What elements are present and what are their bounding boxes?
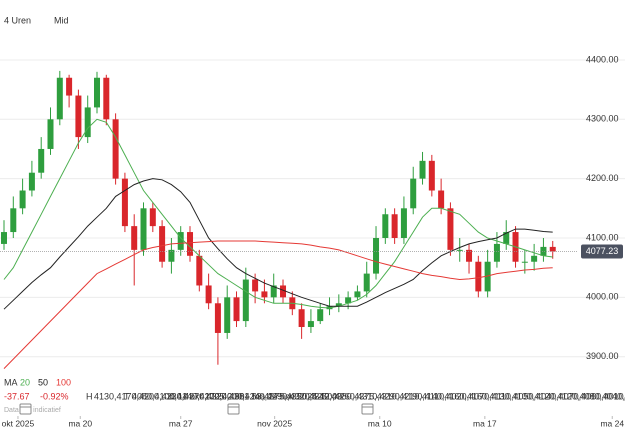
candle-body: [373, 237, 380, 274]
candle-body: [503, 232, 510, 244]
candle-body: [0, 232, 7, 244]
candle-body: [484, 261, 491, 292]
candle-body: [214, 303, 221, 333]
candle-body: [28, 172, 35, 191]
candle-body: [382, 214, 389, 238]
candle-body: [456, 249, 463, 251]
disclaimer: Data zijn indicatief: [4, 407, 61, 414]
candle-body: [242, 279, 249, 322]
candle-body: [84, 107, 91, 138]
candle-body: [38, 148, 45, 173]
candle-body: [66, 77, 73, 96]
x-tick-label: ma 10: [368, 418, 392, 428]
candle-body: [47, 119, 54, 149]
current-price-label: 4077.23: [586, 246, 619, 256]
candle-body: [233, 297, 240, 322]
candle-body: [475, 261, 482, 292]
current-price-box: [581, 244, 623, 259]
high-label: H: [86, 391, 93, 401]
legend-entry: 100: [56, 377, 71, 387]
candle-body: [531, 255, 538, 262]
candle-body: [493, 243, 500, 262]
y-tick-label: 4100.00: [586, 232, 619, 242]
candle-body: [187, 232, 194, 256]
ma-label: MA: [4, 377, 18, 387]
ma-line: [3, 118, 553, 309]
y-tick-label: 3900.00: [586, 351, 619, 361]
candle-body: [121, 178, 128, 227]
candle-body: [149, 208, 156, 227]
x-tick-label: okt 2025: [2, 418, 35, 428]
candle-body: [252, 279, 259, 292]
ma-line: [3, 240, 553, 369]
legend-entry: 50: [38, 377, 48, 387]
candle-body: [131, 226, 138, 250]
candle-body: [280, 285, 287, 298]
candle-body: [261, 291, 268, 298]
candle-body: [317, 309, 324, 322]
candle-body: [400, 208, 407, 238]
x-tick-label: ma 27: [169, 418, 193, 428]
x-tick-label: ma 17: [473, 418, 497, 428]
candle-body: [103, 77, 110, 120]
price-type[interactable]: Mid: [54, 15, 69, 25]
candle-body: [159, 226, 166, 262]
range-text: di 14 okt 2025 0:00 - ma 24 nov 2025 12:…: [168, 391, 342, 401]
candle-body: [10, 208, 17, 233]
x-tick-label: nov 2025: [257, 418, 292, 428]
plot: [0, 70, 578, 369]
candle-body: [521, 261, 528, 263]
candle-body: [56, 77, 63, 120]
calendar-icon[interactable]: [227, 403, 240, 415]
grid: [0, 59, 625, 419]
candle-body: [354, 291, 361, 298]
x-tick-label: ma 24: [600, 418, 624, 428]
candle-body: [196, 255, 203, 286]
candle-body: [307, 321, 314, 328]
candle-body: [112, 119, 119, 179]
candle-body: [94, 77, 101, 108]
candle-body: [466, 249, 473, 262]
calendar-icon[interactable]: [361, 403, 374, 415]
y-tick-label: 4200.00: [586, 173, 619, 183]
candle-body: [224, 297, 231, 333]
timeframe[interactable]: 4 Uren: [4, 15, 31, 25]
change-pct: -0.92%: [40, 391, 69, 401]
x-tick-label: ma 20: [68, 418, 92, 428]
candle-body: [270, 285, 277, 298]
candle-body: [438, 190, 445, 209]
candle-body: [298, 309, 305, 328]
low-label: T: [124, 391, 130, 401]
candle-body: [363, 273, 370, 292]
candle-body: [335, 303, 342, 307]
candle-body: [345, 297, 352, 304]
candle-body: [391, 214, 398, 238]
candle-body: [177, 232, 184, 250]
legend-entry: 20: [20, 377, 30, 387]
candle-body: [205, 285, 212, 304]
candle-body: [19, 190, 26, 209]
low-value: 4080,4100,4140,4170,4200,4240,4290,4320,…: [132, 391, 625, 401]
candle-body: [428, 160, 435, 191]
y-tick-label: 4000.00: [586, 292, 619, 302]
calendar-icon[interactable]: [19, 403, 32, 415]
ma-line: [3, 178, 553, 310]
high-value: 4130,4170,4200,4230,4270,4320,4381.53,43…: [94, 391, 625, 401]
candle-body: [419, 160, 426, 179]
candle-body: [540, 246, 547, 256]
change: -37.67: [4, 391, 30, 401]
candle-body: [549, 246, 556, 252]
candle-body: [140, 208, 147, 250]
candle-body: [447, 208, 454, 250]
candle-body: [410, 178, 417, 209]
y-tick-label: 4400.00: [586, 54, 619, 64]
candle-body: [75, 95, 82, 138]
y-tick-label: 4300.00: [586, 114, 619, 124]
candle-body: [168, 249, 175, 262]
